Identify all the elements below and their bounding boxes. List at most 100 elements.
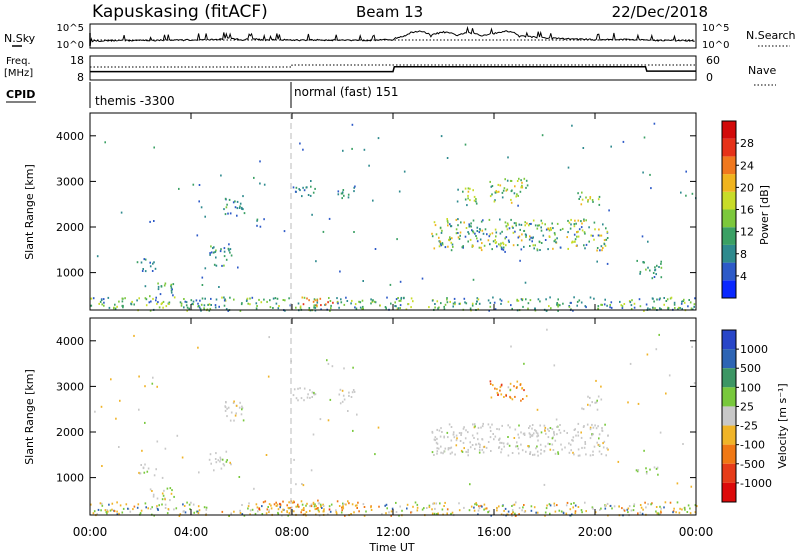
power-echo-region-0 — [149, 282, 175, 298]
freq-ytick-top: 18 — [70, 54, 84, 67]
power-ytick-label-2: 3000 — [56, 175, 84, 188]
velocity-echo-region-2 — [208, 450, 232, 472]
cpid-segment-1: themis -3300 — [95, 94, 175, 108]
velocity-echo-region-0 — [149, 487, 175, 502]
velocity-colorbar-swatch-1 — [722, 349, 736, 369]
power-colorbar-label-6: 28 — [740, 137, 754, 150]
nave-series — [90, 64, 696, 68]
xtick-label-0: 00:00 — [73, 525, 108, 539]
nsky-ytick-bottom: 10^0 — [57, 40, 84, 51]
power-ytick-label-0: 1000 — [56, 267, 84, 280]
power-ytick-label-3: 4000 — [56, 130, 84, 143]
power-panel: 1000 2000 3000 4000 Slant Range [km] — [23, 112, 697, 312]
power-colorbar-swatch-9 — [722, 121, 736, 139]
velocity-echo-region-3 — [224, 400, 245, 422]
velocity-colorbar-label-3: 25 — [740, 400, 754, 413]
cpid-segment-2: normal (fast) 151 — [294, 85, 398, 99]
power-colorbar-swatch-6 — [722, 174, 736, 192]
power-colorbar-label-4: 20 — [740, 181, 754, 194]
xtick-label-3: 12:00 — [376, 525, 411, 539]
freq-label-line1: Freq. — [6, 56, 31, 67]
power-colorbar-label-1: 8 — [740, 248, 747, 261]
power-echo-region-3 — [224, 195, 246, 217]
velocity-echo-region-10 — [90, 501, 698, 517]
velocity-colorbar-label: Velocity [m s⁻¹] — [776, 383, 789, 468]
power-colorbar-swatch-5 — [722, 191, 736, 210]
power-colorbar-swatch-8 — [722, 138, 736, 157]
power-echo-region-11 — [636, 259, 663, 280]
velocity-ytick-label-1: 2000 — [56, 426, 84, 439]
velocity-colorbar-label-5: -100 — [740, 439, 765, 452]
cpid-panel: CPID themis -3300 normal (fast) 151 — [6, 82, 398, 108]
velocity-echo-region-1 — [138, 463, 157, 477]
velocity-echo-region-4 — [292, 387, 317, 402]
freq-ytick-bottom: 8 — [77, 71, 84, 84]
velocity-ylabel: Slant Range [km] — [23, 369, 36, 465]
velocity-colorbar-label-7: -1000 — [740, 477, 772, 490]
power-colorbar-swatch-2 — [722, 244, 736, 263]
power-echo-region-9 — [456, 187, 478, 207]
velocity-ytick-label-3: 4000 — [56, 335, 84, 348]
xtick-label-6: 00:00 — [679, 525, 714, 539]
nsearch-ytick-bottom: 10^0 — [702, 40, 729, 51]
beam-title: Beam 13 — [356, 3, 423, 21]
power-colorbar-label-2: 12 — [740, 226, 754, 239]
velocity-sparse-echoes — [94, 328, 696, 490]
nave-ytick-bottom: 0 — [706, 71, 713, 84]
freq-label-line2: [MHz] — [4, 68, 33, 79]
velocity-colorbar-swatch-3 — [722, 387, 736, 407]
velocity-colorbar-frame — [721, 329, 737, 503]
cpid-label: CPID — [6, 88, 35, 101]
power-echo-region-7 — [431, 218, 609, 252]
velocity-colorbar-swatch-4 — [722, 406, 736, 426]
nsearch-label: N.Search — [746, 29, 796, 42]
velocity-colorbar-label-1: 500 — [740, 362, 761, 375]
power-sparse-echoes — [96, 122, 697, 288]
power-colorbar-label-3: 16 — [740, 204, 754, 217]
velocity-colorbar-swatch-5 — [722, 425, 736, 445]
power-colorbar-swatch-7 — [722, 156, 736, 175]
freq-nave-panel: Freq. [MHz] 18 8 60 0 Nave — [4, 54, 776, 86]
xtick-label-4: 16:00 — [477, 525, 512, 539]
velocity-colorbar-swatch-2 — [722, 368, 736, 388]
power-echo-region-2 — [209, 245, 233, 267]
date-title: 22/Dec/2018 — [612, 3, 708, 21]
velocity-colorbar-swatch-7 — [722, 463, 736, 483]
velocity-colorbar-swatch-6 — [722, 444, 736, 464]
velocity-ytick-label-2: 3000 — [56, 380, 84, 393]
power-colorbar-label-5: 24 — [740, 159, 754, 172]
power-echo-region-5 — [292, 185, 316, 198]
xtick-label-2: 08:00 — [275, 525, 310, 539]
nave-label: Nave — [748, 64, 776, 77]
power-colorbar-swatch-0 — [722, 280, 736, 298]
nsky-series — [89, 25, 695, 47]
velocity-colorbar-swatch-8 — [722, 482, 736, 502]
power-colorbar-label: Power [dB] — [758, 185, 771, 245]
power-echo-region-8 — [489, 177, 529, 204]
power-ytick-label-1: 2000 — [56, 221, 84, 234]
velocity-echo-region-9 — [635, 466, 659, 476]
nsearch-ytick-top: 10^5 — [702, 23, 729, 34]
velocity-colorbar-label-6: -500 — [740, 458, 765, 471]
nsky-ytick-top: 10^5 — [57, 23, 84, 34]
nsky-panel: N.Sky 10^5 10^0 10^5 10^0 N.Search — [4, 23, 796, 51]
power-echo-region-13 — [301, 296, 334, 307]
power-colorbar-swatch-1 — [722, 262, 736, 281]
power-echo-region-6 — [337, 185, 356, 200]
velocity-xlabel: Time UT — [368, 541, 414, 554]
velocity-colorbar-label-4: -25 — [740, 420, 758, 433]
velocity-colorbar: 1000 500 100 25 -25 -100 -500 -1000 Velocity [m… — [721, 329, 789, 503]
power-echo-region-4 — [256, 218, 265, 228]
velocity-colorbar-label-2: 100 — [740, 381, 761, 394]
velocity-echo-region-5 — [338, 388, 356, 405]
power-echo-region-1 — [140, 258, 157, 273]
power-echo-region-12 — [90, 296, 696, 312]
power-colorbar-swatch-4 — [722, 209, 736, 228]
nsky-label: N.Sky — [4, 32, 36, 45]
velocity-ytick-label-0: 1000 — [56, 472, 84, 485]
power-colorbar: 4 8 12 16 20 24 28 Power [dB] — [721, 120, 771, 299]
freq-series — [90, 66, 696, 73]
velocity-colorbar-label-0: 1000 — [740, 343, 768, 356]
velocity-colorbar-swatch-0 — [722, 330, 736, 350]
